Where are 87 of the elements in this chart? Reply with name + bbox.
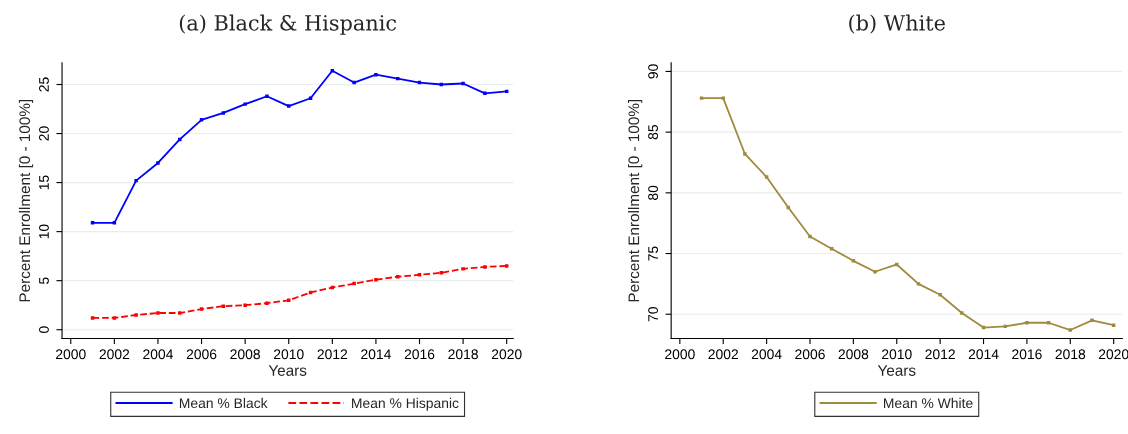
point (199, 307, 204, 311)
x-tick-label: 2002 (99, 349, 130, 360)
point (243, 303, 247, 307)
point (743, 152, 747, 156)
x-tick-label: 2006 (795, 349, 825, 360)
legend-label: Mean % White (884, 397, 973, 409)
x-tick-label: 2000 (665, 349, 695, 360)
point (156, 311, 160, 315)
x-tick-label: 2014 (968, 349, 999, 360)
point (265, 301, 269, 305)
point (374, 72, 378, 77)
x-tick-label: 2016 (404, 349, 435, 360)
x-tick-label: 2016 (1012, 349, 1042, 360)
y-tick-label: 0 (39, 326, 49, 334)
x-tick-label: 2018 (1055, 349, 1086, 360)
point (461, 267, 465, 271)
x-tick-label: 2012 (925, 349, 955, 360)
point (873, 270, 877, 274)
point (461, 81, 465, 86)
y-tick-label: 10 (39, 224, 49, 239)
point (243, 102, 247, 106)
point (221, 111, 226, 115)
x-tick-label: 2006 (186, 349, 217, 360)
x-tick-label: 2002 (708, 349, 738, 360)
point (90, 316, 95, 320)
x-tick-label: 2010 (273, 349, 304, 360)
chart-title: (b) White (849, 14, 945, 34)
x-tick-label: 2020 (491, 349, 522, 360)
x-tick-label: 2020 (1098, 349, 1128, 360)
point (352, 281, 356, 286)
y-tick-label: 85 (648, 124, 658, 140)
x-tick-label: 2004 (751, 349, 782, 360)
point (1111, 323, 1116, 327)
point (1090, 318, 1094, 323)
point (221, 304, 226, 308)
x-tick-label: 2012 (317, 349, 348, 360)
x-tick-label: 2010 (882, 349, 912, 360)
y-tick-label: 25 (39, 77, 49, 92)
x-axis-title: Years (268, 365, 307, 376)
point (112, 316, 117, 320)
point (134, 178, 138, 183)
y-tick-label: 5 (39, 277, 49, 284)
point (1025, 321, 1029, 325)
y-tick-label: 90 (648, 64, 658, 79)
point (178, 311, 182, 315)
legend-label: Mean % Black (179, 397, 268, 409)
y-tick-label: 70 (648, 307, 658, 322)
point (483, 265, 487, 269)
point (699, 96, 704, 100)
point (851, 259, 856, 263)
y-axis-title: Percent Enrollment [0 - 100%] (628, 99, 643, 302)
point (504, 264, 509, 268)
y-axis-title: Percent Enrollment [0 - 100%] (18, 99, 34, 302)
point (938, 293, 942, 297)
point (134, 313, 138, 317)
chart-title: (a) Black & Hispanic (179, 14, 397, 35)
point (1068, 328, 1073, 332)
point (265, 94, 269, 99)
x-tick-label: 2008 (838, 349, 869, 360)
point (352, 80, 356, 85)
x-tick-label: 2000 (56, 349, 86, 360)
y-tick-label: 15 (39, 175, 49, 190)
point (764, 175, 769, 179)
point (374, 277, 378, 282)
point (112, 221, 117, 225)
point (808, 234, 812, 239)
y-tick-label: 75 (648, 246, 658, 261)
point (439, 271, 444, 275)
point (90, 221, 95, 225)
point (417, 273, 422, 277)
x-tick-label: 2018 (448, 349, 478, 360)
point (330, 69, 335, 73)
y-tick-label: 80 (648, 185, 658, 200)
y-tick-label: 20 (39, 126, 49, 141)
point (960, 311, 964, 315)
point (483, 91, 487, 96)
x-tick-label: 2014 (361, 349, 391, 360)
x-tick-label: 2004 (143, 349, 173, 360)
point (156, 161, 160, 165)
point (199, 118, 204, 122)
point (721, 96, 725, 100)
point (916, 282, 921, 286)
legend-label: Mean % Hispanic (352, 397, 459, 411)
x-tick-label: 2008 (230, 349, 260, 360)
point (286, 104, 291, 108)
x-axis-title: Years (877, 365, 916, 376)
point (1003, 324, 1007, 329)
